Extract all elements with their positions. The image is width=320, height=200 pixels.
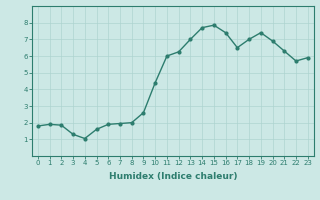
X-axis label: Humidex (Indice chaleur): Humidex (Indice chaleur) [108,172,237,181]
